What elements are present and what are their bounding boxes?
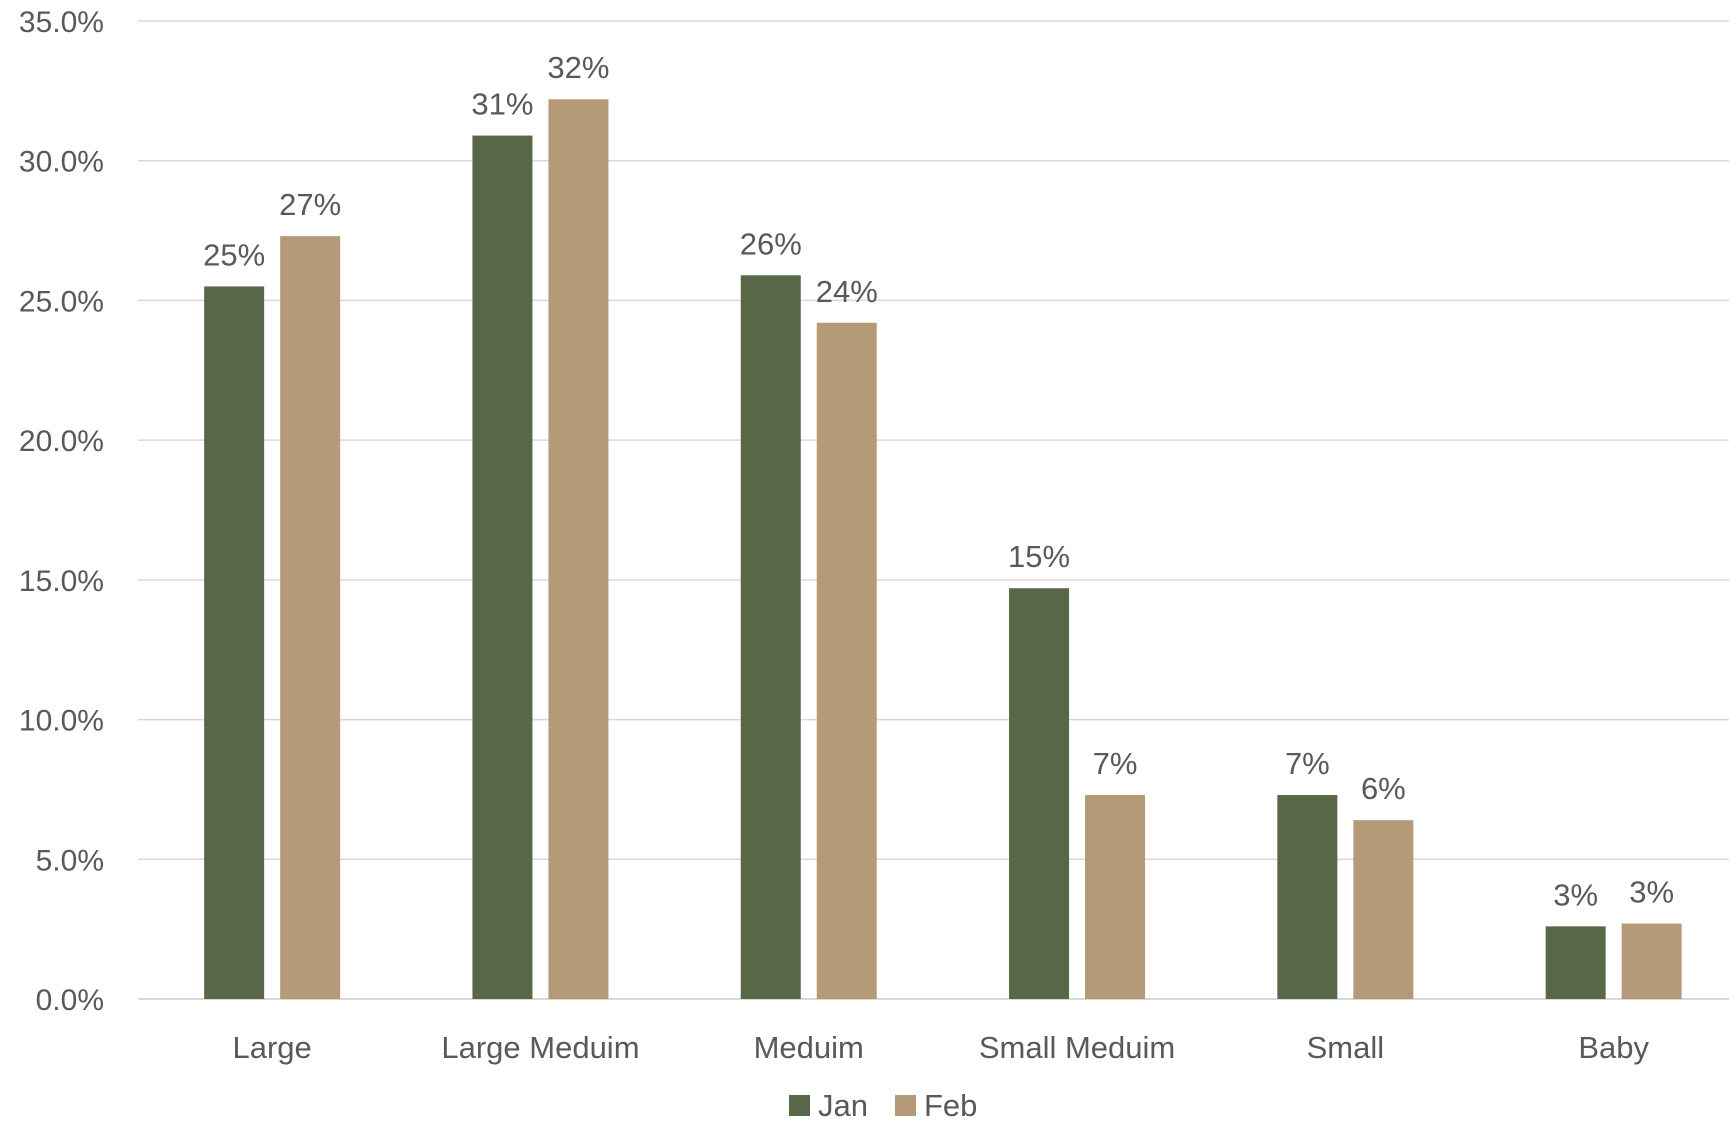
y-axis-ticks: 0.0% 5.0% 10.0% 15.0% 20.0% 25.0% 30.0% 35.0%: [19, 6, 104, 1017]
y-tick-label: 15.0%: [19, 565, 104, 598]
y-tick-label: 5.0%: [36, 844, 104, 877]
data-label: 7%: [1093, 746, 1138, 781]
gridlines: [138, 20, 1729, 1000]
x-tick-label: Baby: [1578, 1030, 1649, 1065]
legend-label: Feb: [924, 1088, 977, 1123]
x-tick-label: Small: [1307, 1030, 1385, 1065]
y-tick-label: 10.0%: [19, 705, 104, 738]
legend-swatch: [789, 1095, 810, 1116]
bar-jan-large: [204, 286, 265, 999]
data-label: 32%: [547, 50, 609, 85]
bar-jan-small: [1277, 795, 1338, 999]
bar-jan-meduim: [740, 275, 801, 999]
x-tick-label: Large: [233, 1030, 312, 1065]
data-label: 3%: [1553, 877, 1598, 912]
x-tick-label: Meduim: [754, 1030, 864, 1065]
data-label: 15%: [1008, 539, 1070, 574]
x-axis-ticks: Large Large Meduim Meduim Small Meduim Small…: [233, 1030, 1650, 1065]
y-tick-label: 20.0%: [19, 425, 104, 458]
data-label: 6%: [1361, 771, 1406, 806]
bar-feb-meduim: [816, 322, 877, 1000]
bar-jan-baby: [1545, 926, 1606, 999]
data-label: 7%: [1285, 746, 1330, 781]
y-tick-label: 30.0%: [19, 146, 104, 179]
bar-jan-small-meduim: [1009, 588, 1070, 999]
legend: Jan Feb: [789, 1088, 977, 1123]
legend-item-feb: Feb: [895, 1088, 977, 1123]
x-tick-label: Small Meduim: [979, 1030, 1175, 1065]
bar-feb-small: [1353, 820, 1414, 999]
y-tick-label: 0.0%: [36, 984, 104, 1017]
bar-feb-large-meduim: [548, 99, 609, 1000]
legend-swatch: [895, 1095, 916, 1116]
data-label: 26%: [740, 226, 802, 261]
bar-feb-small-meduim: [1085, 795, 1146, 999]
data-label: 25%: [203, 237, 265, 272]
y-tick-label: 35.0%: [19, 6, 104, 39]
bar-feb-large: [280, 236, 341, 999]
data-label: 24%: [816, 274, 878, 309]
data-label: 31%: [471, 87, 533, 122]
data-label: 3%: [1629, 875, 1674, 910]
bar-jan-large-meduim: [472, 135, 533, 999]
legend-item-jan: Jan: [789, 1088, 868, 1123]
x-tick-label: Large Meduim: [441, 1030, 639, 1065]
bars: [204, 99, 1682, 1000]
bar-feb-baby: [1621, 923, 1682, 999]
data-labels: 25% 27% 31% 32% 26% 24% 15% 7% 7% 6% 3% 3%: [203, 50, 1674, 912]
legend-label: Jan: [818, 1088, 868, 1123]
y-tick-label: 25.0%: [19, 285, 104, 318]
data-label: 27%: [279, 187, 341, 222]
